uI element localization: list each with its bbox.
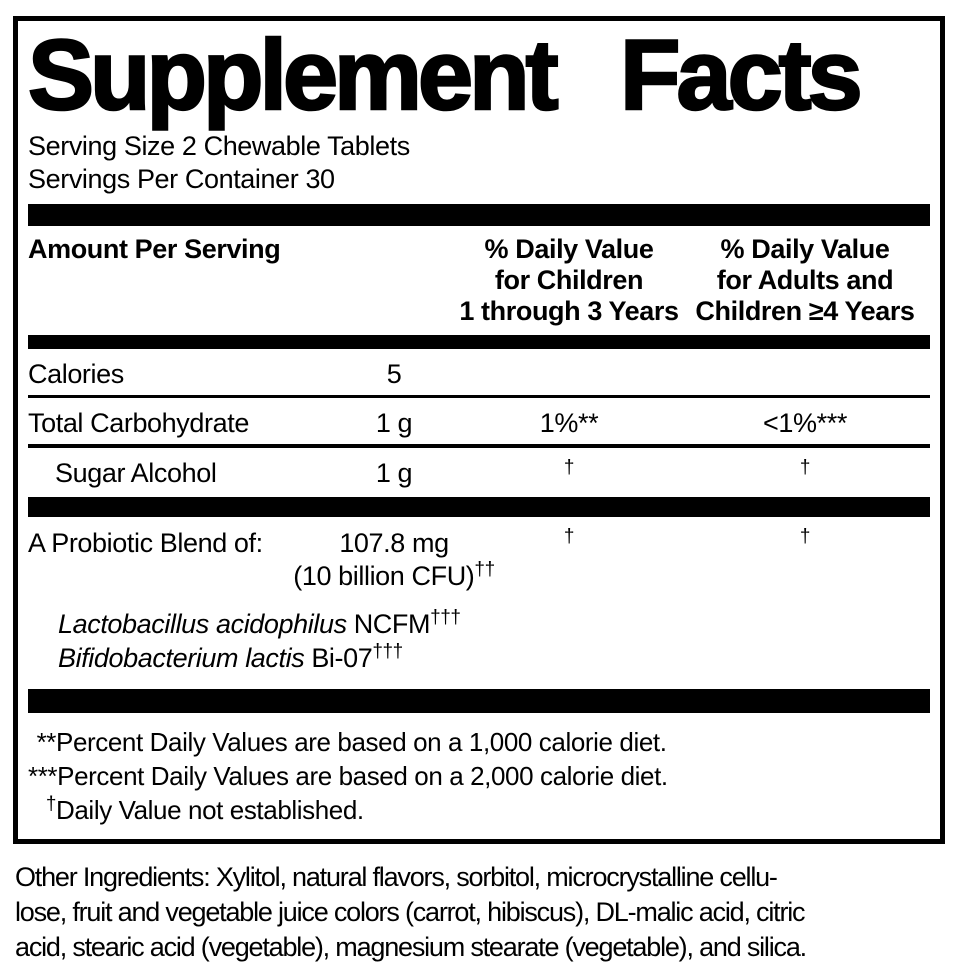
footnote-marker: *** — [28, 761, 58, 791]
divider-bar-mid — [28, 497, 930, 517]
nutrient-name: Sugar Alcohol — [55, 458, 217, 488]
species-latin-name: Lactobacillus acidophilus — [58, 609, 347, 639]
dv-children-header-line1: % Daily Value — [484, 234, 654, 264]
divider-bar-top — [28, 204, 930, 226]
nutrient-name: A Probiotic Blend of: — [28, 528, 263, 558]
species-bifidobacterium: Bifidobacterium lactis Bi-07††† — [58, 641, 930, 675]
footnote-daily-value: † Daily Value not established. — [28, 793, 930, 827]
triple-dagger-symbol: ††† — [372, 641, 403, 662]
table-row-sugar-alcohol: Sugar Alcohol 1 g † † — [28, 448, 930, 495]
other-ingredients-line1: Other Ingredients: Xylitol, natural flav… — [15, 862, 778, 892]
species-lactobacillus: Lactobacillus acidophilus NCFM††† — [58, 607, 930, 641]
serving-info: Serving Size 2 Chewable Tablets Servings… — [28, 130, 930, 196]
nutrient-name: Calories — [28, 359, 124, 389]
table-row-calories: Calories 5 — [28, 349, 930, 395]
dv-children-value: † — [458, 458, 680, 489]
dv-adults-value: <1%*** — [763, 408, 847, 438]
dv-children-value: † — [458, 527, 680, 559]
supplement-facts-panel: Supplement Facts Serving Size 2 Chewable… — [13, 16, 945, 844]
amount-per-serving-header: Amount Per Serving — [28, 234, 281, 264]
other-ingredients-line3: acid, stearic acid (vegetable), magnesiu… — [15, 932, 807, 962]
footnote-text: Daily Value not established. — [56, 795, 364, 825]
row-divider — [28, 444, 930, 448]
dv-adults-header: % Daily Value for Adults and Children ≥4… — [695, 234, 915, 327]
species-strain: NCFM — [353, 609, 431, 639]
dv-adults-header-line2: for Adults and — [716, 265, 894, 295]
probiotic-amount: 107.8 mg (10 billion CFU)†† — [293, 527, 495, 593]
dagger-symbol: † — [799, 457, 811, 478]
triple-dagger-symbol: ††† — [430, 607, 461, 628]
probiotic-amount-note: (10 billion CFU)†† — [293, 559, 495, 593]
dv-adults-header-line1: % Daily Value — [720, 234, 890, 264]
dagger-symbol: † — [563, 457, 575, 478]
dv-children-header-line3: 1 through 3 Years — [459, 296, 679, 326]
footnote-text: Percent Daily Values are based on a 2,00… — [57, 761, 668, 791]
footnote-1000-calorie: ** Percent Daily Values are based on a 1,… — [28, 725, 930, 759]
table-row-total-carbohydrate: Total Carbohydrate 1 g 1%** <1%*** — [28, 398, 930, 444]
dv-adults-value: † — [680, 458, 930, 489]
cfu-note: (10 billion CFU) — [293, 561, 475, 591]
nutrient-name: Total Carbohydrate — [28, 408, 249, 438]
footnote-2000-calorie: *** Percent Daily Values are based on a 2… — [28, 759, 930, 793]
footnotes-section: ** Percent Daily Values are based on a 1,… — [28, 713, 930, 839]
dv-children-header-line2: for Children — [494, 265, 644, 295]
dv-adults-value: † — [680, 527, 930, 559]
other-ingredients-paragraph: Other Ingredients: Xylitol, natural flav… — [15, 860, 963, 965]
serving-size: Serving Size 2 Chewable Tablets — [28, 131, 410, 161]
nutrient-amount: 1 g — [375, 458, 413, 488]
servings-per-container: Servings Per Container 30 — [28, 164, 335, 194]
dagger-symbol: † — [563, 526, 575, 547]
dv-children-value: 1%** — [539, 408, 599, 438]
table-header-row: Amount Per Serving % Daily Value for Chi… — [28, 234, 930, 327]
dv-children-header: % Daily Value for Children 1 through 3 Y… — [459, 234, 679, 327]
species-strain: Bi-07 — [311, 643, 373, 673]
double-dagger-symbol: †† — [474, 559, 495, 580]
dagger-symbol: † — [45, 793, 57, 815]
footnote-marker: ** — [36, 727, 57, 757]
row-divider — [28, 395, 930, 398]
divider-bar-header — [28, 335, 930, 349]
panel-title: Supplement Facts — [27, 19, 864, 130]
footnote-marker: † — [28, 793, 57, 827]
species-latin-name: Bifidobacterium lactis — [58, 643, 305, 673]
probiotic-amount-value: 107.8 mg — [339, 528, 449, 558]
footnote-text: Percent Daily Values are based on a 1,00… — [56, 727, 667, 757]
nutrient-amount: 1 g — [375, 408, 413, 438]
nutrient-amount: 5 — [386, 359, 402, 389]
probiotic-species-list: Lactobacillus acidophilus NCFM††† Bifidob… — [28, 607, 930, 675]
other-ingredients-line2: lose, fruit and vegetable juice colors (… — [15, 897, 806, 927]
dv-adults-header-line3: Children ≥4 Years — [695, 296, 915, 326]
table-row-probiotic-blend: A Probiotic Blend of: 107.8 mg (10 billi… — [28, 517, 930, 593]
dagger-symbol: † — [799, 526, 811, 547]
divider-bar-bottom — [28, 689, 930, 713]
